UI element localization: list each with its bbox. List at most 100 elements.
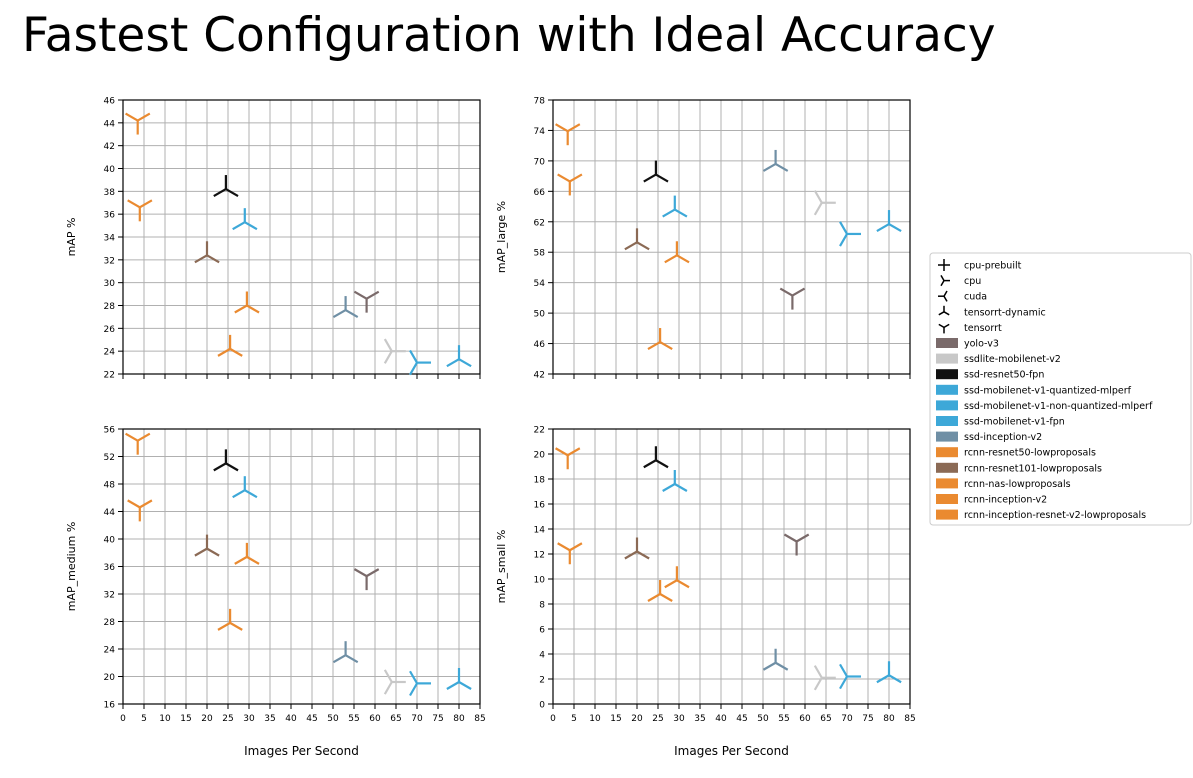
legend-label: rcnn-resnet50-lowproposals — [964, 448, 1096, 459]
y-tick-label: 16 — [534, 501, 546, 511]
gridlines — [552, 428, 911, 705]
data-point-rcnn-inception-v2 — [217, 334, 243, 357]
data-point-ssd-mobilenet-v1-quantized-mlperf — [839, 221, 861, 247]
y-tick-label: 14 — [534, 526, 546, 536]
y-tick-label: 58 — [534, 249, 546, 259]
x-tick-label: 20 — [631, 714, 643, 724]
y-axis-label: mAP_large % — [495, 201, 508, 273]
legend-swatch-ssd-mobilenet-v1-non-quantized-mlperf — [936, 400, 958, 411]
y-tick-label: 32 — [104, 591, 115, 601]
data-point-ssd-mobilenet-v1-non-quantized-mlperf — [446, 668, 472, 690]
x-axis-label: Images Per Second — [244, 744, 359, 758]
y-tick-label: 48 — [104, 481, 116, 491]
x-tick-label: 80 — [453, 714, 465, 724]
chart-title: Fastest Configuration with Ideal Accurac… — [22, 8, 996, 63]
x-tick-label: 10 — [159, 714, 171, 724]
data-point-ssd-resnet50-fpn — [643, 446, 669, 469]
data-point-ssd-mobilenet-v1-quantized-mlperf — [409, 670, 431, 697]
y-tick-label: 44 — [104, 119, 116, 129]
legend-label: ssd-mobilenet-v1-fpn — [964, 417, 1065, 428]
data-point-rcnn-resnet101-lowproposals — [624, 228, 650, 251]
x-tick-label: 65 — [820, 714, 831, 724]
y-tick-label: 8 — [539, 601, 545, 611]
data-point-ssdlite-mobilenet-v2 — [813, 665, 836, 691]
y-tick-label: 26 — [104, 325, 116, 335]
legend: cpu-prebuilt cpu cuda tensorrt-dynamic tens… — [929, 252, 1192, 526]
data-point-ssd-resnet50-fpn — [643, 160, 669, 183]
gridlines — [552, 99, 911, 375]
legend-label: cpu — [964, 276, 981, 287]
legend-label: cuda — [964, 292, 987, 303]
subplot-4: 0 5 10 15 20 25 30 35 40 45 50 55 60 65 70 75 80 85 0 2 4 6 8 1… — [495, 426, 916, 759]
y-axis-label: mAP_small % — [495, 530, 508, 604]
data-markers — [555, 446, 902, 691]
x-tick-label: 55 — [778, 714, 789, 724]
data-point-rcnn-inception-v2 — [217, 608, 243, 631]
x-tick-label: 5 — [141, 714, 147, 724]
y-tick-label: 34 — [104, 234, 116, 244]
ticks: 42 46 50 54 58 62 66 70 74 78 — [534, 97, 911, 381]
x-tick-label: 10 — [589, 714, 601, 724]
data-point-yolo-v3 — [779, 287, 806, 310]
data-point-rcnn-resnet50-lowproposals — [664, 566, 690, 589]
legend-label: ssd-mobilenet-v1-non-quantized-mlperf — [964, 401, 1153, 412]
x-tick-label: 75 — [862, 714, 873, 724]
legend-swatch-ssd-mobilenet-v1-quantized-mlperf — [936, 384, 958, 395]
y-tick-label: 38 — [104, 188, 116, 198]
y-tick-label: 20 — [104, 673, 116, 683]
x-tick-label: 55 — [348, 714, 359, 724]
x-tick-label: 40 — [715, 714, 727, 724]
y-tick-label: 52 — [104, 453, 115, 463]
data-point-ssd-mobilenet-v1-fpn — [662, 470, 688, 492]
data-point-rcnn-inception-resnet-v2-lowproposals — [557, 542, 583, 565]
x-tick-label: 0 — [120, 714, 126, 724]
y-tick-label: 18 — [534, 476, 546, 486]
subplot-2: 42 46 50 54 58 62 66 70 74 78 mAP_large % — [495, 97, 911, 381]
data-point-ssd-inception-v2 — [762, 149, 789, 172]
y-tick-label: 66 — [534, 188, 546, 198]
data-point-ssd-resnet50-fpn — [213, 175, 239, 198]
data-point-rcnn-inception-resnet-v2-lowproposals — [127, 199, 153, 222]
x-tick-label: 70 — [841, 714, 853, 724]
data-point-ssd-mobilenet-v1-fpn — [232, 476, 258, 499]
y-tick-label: 2 — [539, 676, 545, 686]
legend-swatch-ssdlite-mobilenet-v2 — [936, 353, 958, 364]
y-tick-label: 30 — [104, 279, 116, 289]
legend-label: cpu-prebuilt — [964, 261, 1022, 272]
legend-label: rcnn-nas-lowproposals — [964, 479, 1071, 490]
y-tick-label: 36 — [104, 563, 116, 573]
y-tick-label: 10 — [534, 576, 546, 586]
x-tick-label: 15 — [180, 714, 191, 724]
x-tick-label: 60 — [369, 714, 381, 724]
legend-label: ssd-inception-v2 — [964, 432, 1042, 443]
data-point-ssd-mobilenet-v1-quantized-mlperf — [409, 349, 431, 376]
data-markers — [125, 112, 472, 376]
y-tick-label: 4 — [539, 651, 545, 661]
data-point-rcnn-resnet50-lowproposals — [234, 291, 260, 314]
y-tick-label: 6 — [539, 626, 545, 636]
data-point-ssd-mobilenet-v1-quantized-mlperf — [839, 663, 861, 690]
x-tick-label: 60 — [799, 714, 811, 724]
legend-frame — [929, 252, 1192, 526]
ticks: 0 5 10 15 20 25 30 35 40 45 50 55 60 65 70 75 80 85 0 2 4 6 8 1… — [534, 426, 916, 725]
legend-label: rcnn-resnet101-lowproposals — [964, 463, 1102, 474]
plus-marker — [938, 259, 950, 271]
data-point-rcnn-resnet50-lowproposals — [664, 241, 690, 264]
ticks: 0 5 10 15 20 25 30 35 40 45 50 55 60 65 70 75 80 85 16 20 24… — [104, 426, 486, 725]
tri-left-marker — [938, 290, 948, 302]
x-tick-label: 75 — [432, 714, 443, 724]
legend-swatch-ssd-inception-v2 — [936, 431, 958, 442]
data-point-ssdlite-mobilenet-v2 — [383, 338, 406, 364]
data-point-rcnn-resnet101-lowproposals — [624, 537, 650, 560]
data-point-yolo-v3 — [783, 533, 810, 556]
x-tick-label: 20 — [201, 714, 213, 724]
data-point-rcnn-resnet50-lowproposals — [234, 542, 260, 565]
x-tick-label: 50 — [327, 714, 339, 724]
y-tick-label: 40 — [104, 165, 116, 175]
gridlines — [122, 99, 481, 375]
x-tick-label: 0 — [550, 714, 556, 724]
data-point-rcnn-resnet101-lowproposals — [194, 241, 220, 264]
y-tick-label: 32 — [104, 256, 115, 266]
y-tick-label: 42 — [534, 371, 545, 381]
data-point-ssd-resnet50-fpn — [213, 449, 239, 472]
